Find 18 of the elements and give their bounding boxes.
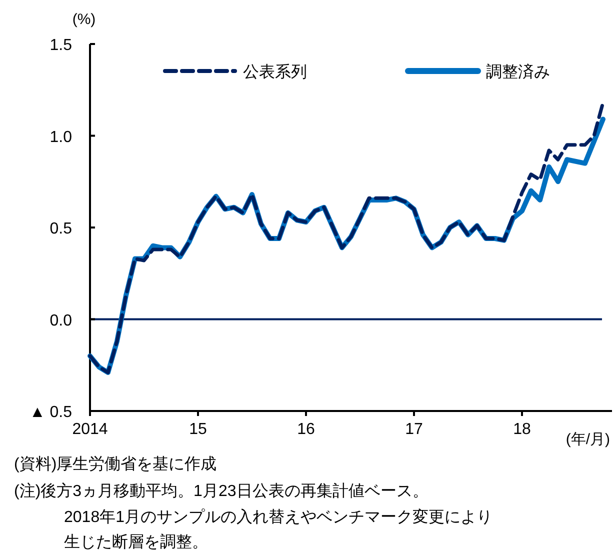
- x-tick-label: 16: [297, 421, 315, 438]
- y-axis-title: (%): [72, 11, 96, 28]
- text: 生じた断層を調整。: [64, 533, 208, 551]
- y-tick-label: 0.5: [50, 220, 72, 238]
- x-tick-label: 15: [189, 421, 207, 438]
- x-tick-label: 18: [513, 421, 531, 438]
- x-tick-label: 17: [405, 421, 423, 438]
- text: (資料)厚生労働省を基に作成: [14, 455, 217, 473]
- legend-label: 調整済み: [486, 63, 550, 81]
- x-tick-label: 2014: [72, 421, 108, 438]
- y-tick-label: 0.0: [50, 312, 72, 330]
- text: (注)後方3ヵ月移動平均。1月23日公表の再集計値ベース。: [14, 482, 428, 500]
- y-tick-label: ▲ 0.5: [29, 404, 72, 421]
- y-tick-label: 1.0: [50, 128, 72, 146]
- legend-label: 公表系列: [243, 63, 307, 81]
- x-axis-title: (年/月): [566, 431, 610, 448]
- y-tick-label: 1.5: [50, 37, 72, 54]
- text: 2018年1月のサンプルの入れ替えやベンチマーク変更により: [64, 508, 492, 526]
